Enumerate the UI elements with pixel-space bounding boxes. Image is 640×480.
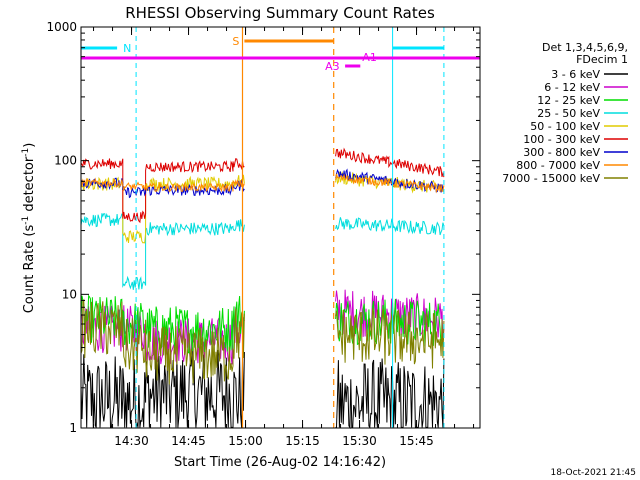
attenuator-a3-label: A3 [325,60,340,73]
legend-label-5: 100 - 300 keV [523,133,600,146]
x-tick-label-3: 15:15 [285,434,320,448]
legend-label-0: 3 - 6 keV [551,68,600,81]
plot-area: N S A1 A3 [80,27,480,430]
chart-title: RHESSI Observing Summary Count Rates [125,4,435,22]
x-tick-label-0: 14:30 [114,434,149,448]
legend-label-6: 300 - 800 keV [523,146,600,159]
legend-label-1: 6 - 12 keV [544,81,600,94]
legend-label-4: 50 - 100 keV [530,120,600,133]
y-axis-label-end: ) [22,143,37,148]
x-tick-label-4: 15:30 [342,434,377,448]
series-line-25-50-kev-seg2 [335,217,445,236]
legend-label-3: 25 - 50 keV [537,107,600,120]
y-tick-label-1: 10 [62,287,77,301]
legend-label-8: 7000 - 15000 keV [502,172,600,185]
series-line-6-12-kev-seg1 [80,305,245,365]
plot-frame [80,26,481,429]
series-line-100-300-kev-seg1 [80,158,245,224]
series-line-3-6-kev-seg1 [80,347,245,428]
series-line-3-6-kev-seg2 [335,358,445,430]
series-line-7000-15000-kev-seg2 [335,308,445,369]
saa-flag-label: S [232,35,239,48]
y-axis-label-sup2: -1 [21,148,31,157]
x-tick-label-2: 15:00 [228,434,263,448]
y-axis-label: Count Rate (s-1 detector-1) [21,143,37,314]
series-line-25-50-kev-seg1 [80,212,245,290]
series-line-800-7000-kev-seg1 [80,177,245,193]
y-tick-label-0: 1 [69,421,77,435]
attenuator-a1-label: A1 [362,51,377,64]
series-line-7000-15000-kev-seg1 [80,298,245,385]
legend-label-2: 12 - 25 keV [537,94,600,107]
axes: 1 10 100 1000 14:30 14:45 15:00 15:15 15:30 15:45 [46,20,481,448]
y-tick-label-2: 100 [54,154,77,168]
legend-label-7: 800 - 7000 keV [516,159,600,172]
y-axis-label-sup1: -1 [21,216,31,225]
y-tick-label-3: 1000 [46,20,77,34]
x-tick-label-1: 14:45 [171,434,206,448]
y-axis-label-mid: detector [22,156,37,216]
night-flag-label: N [123,42,131,55]
legend-header-0: Det 1,3,4,5,6,9, [542,41,628,54]
date-stamp: 18-Oct-2021 21:45 [551,468,636,478]
x-axis-label: Start Time (26-Aug-02 14:16:42) [174,455,386,470]
series-line-800-7000-kev-seg2 [335,173,445,194]
legend-header-1: FDecim 1 [576,53,628,66]
series-line-100-300-kev-seg2 [335,147,445,178]
x-tick-label-5: 15:45 [399,434,434,448]
y-axis-label-base: Count Rate (s [22,225,37,314]
